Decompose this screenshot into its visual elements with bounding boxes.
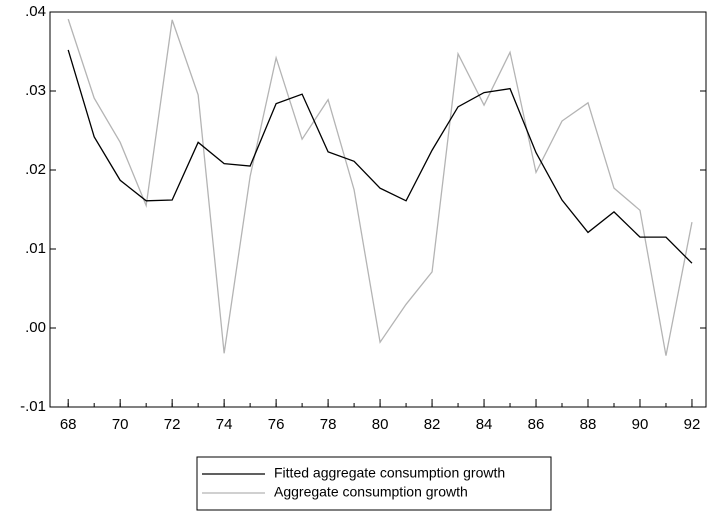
y-tick-label: .01 (25, 240, 46, 257)
x-tick-label: 76 (268, 416, 285, 433)
x-tick-label: 74 (216, 416, 233, 433)
series-line (67, 18, 693, 356)
x-tick-label: 82 (424, 416, 441, 433)
x-tick-label: 88 (580, 416, 597, 433)
x-tick-label: 90 (632, 416, 649, 433)
y-tick-label: .03 (25, 82, 46, 99)
x-tick-label: 80 (372, 416, 389, 433)
legend-label: Aggregate consumption growth (274, 484, 468, 500)
x-tick-label: 86 (528, 416, 545, 433)
x-tick-label: 84 (476, 416, 493, 433)
x-tick-label: 72 (164, 416, 181, 433)
x-tick-label: 78 (320, 416, 337, 433)
x-tick-label: 92 (684, 416, 701, 433)
y-tick-label: -.01 (20, 398, 46, 415)
legend-label: Fitted aggregate consumption growth (274, 465, 505, 481)
x-tick-label: 68 (60, 416, 77, 433)
legend-box (196, 456, 552, 511)
series-line (67, 49, 693, 264)
y-tick-label: .04 (25, 3, 46, 20)
x-tick-label: 70 (112, 416, 129, 433)
y-tick-label: .02 (25, 161, 46, 178)
y-tick-label: .00 (25, 319, 46, 336)
plot-frame (49, 11, 707, 408)
